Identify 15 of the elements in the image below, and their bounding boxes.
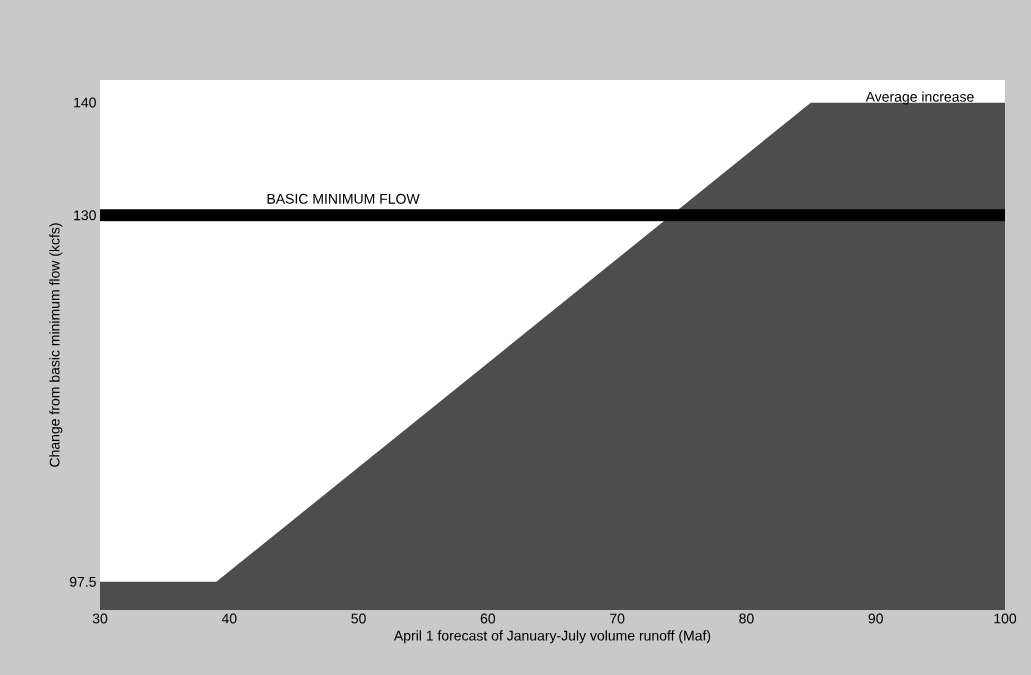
annotation: Average increase [865,91,974,105]
ref-line-label: BASIC MINIMUM FLOW [267,193,420,204]
y-tick-label: 97.5 [69,576,96,587]
y-tick-label: 140 [74,97,96,108]
x-tick-label: 100 [994,613,1017,624]
x-tick-label: 50 [351,613,366,624]
x-tick-label: 40 [221,613,237,624]
x-tick-label: 80 [739,613,754,624]
x-axis-title: April 1 forecast of January-July volume runoff (Maf) [393,630,711,644]
x-tick-label: 30 [92,613,108,624]
y-tick-label: 130 [74,210,96,221]
x-tick-label: 90 [868,613,883,624]
x-tick-label: 70 [610,613,625,624]
y-axis-title: Change from basic minimum flow (kcfs) [49,223,63,467]
x-tick-label: 60 [480,613,496,624]
